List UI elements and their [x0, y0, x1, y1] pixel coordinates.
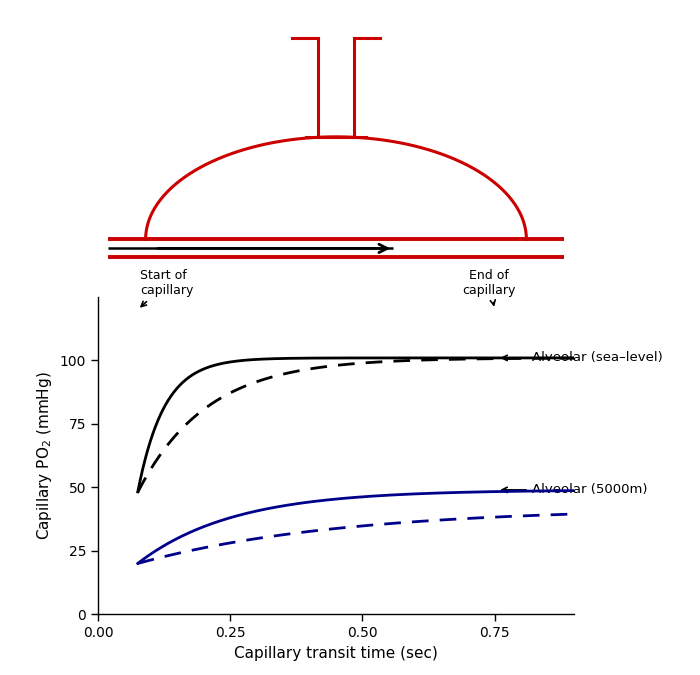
Text: Start of
capillary: Start of capillary: [140, 269, 194, 306]
Y-axis label: Capillary PO$_2$ (mmHg): Capillary PO$_2$ (mmHg): [35, 371, 55, 540]
Text: Alveolar (sea–level): Alveolar (sea–level): [502, 352, 662, 364]
Text: End of
capillary: End of capillary: [463, 269, 516, 305]
X-axis label: Capillary transit time (sec): Capillary transit time (sec): [234, 645, 438, 661]
Text: Alveolar (5000m): Alveolar (5000m): [502, 483, 648, 496]
